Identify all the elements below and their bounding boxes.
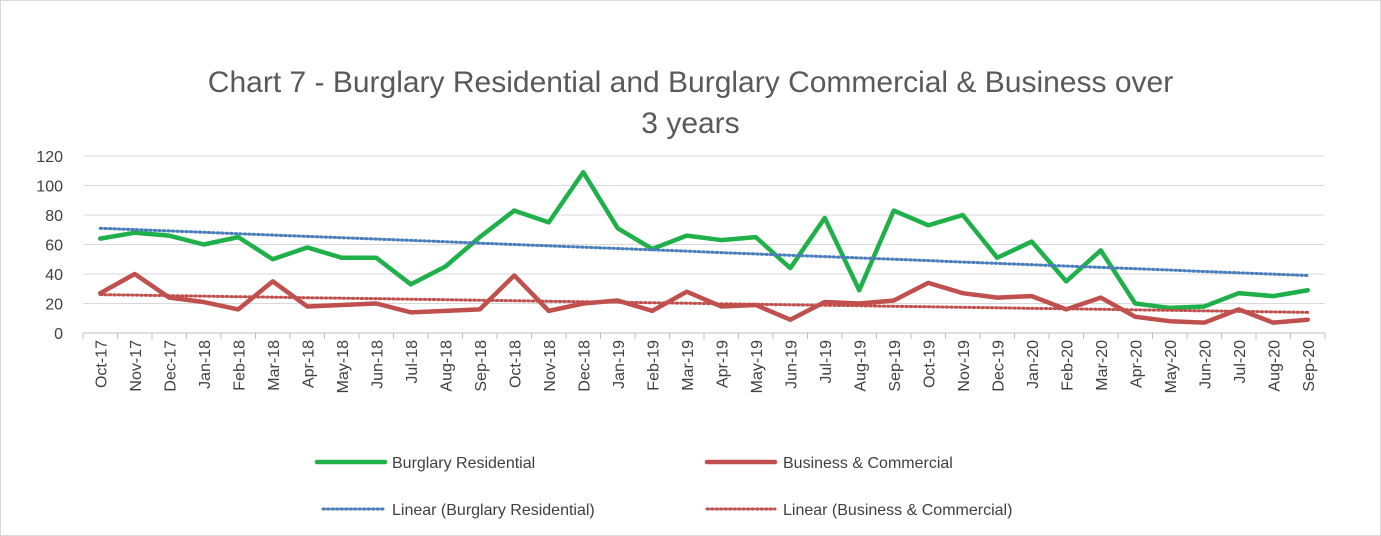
x-tick-label: Nov-19 [956,340,973,392]
x-tick-label: Jul-20 [1232,340,1249,384]
trend-line [98,293,1310,314]
x-tick-label: Oct-17 [93,340,110,388]
series-line [98,169,1310,311]
x-tick-label: Nov-17 [128,340,145,392]
x-tick-label: Mar-20 [1094,340,1111,391]
legend-label: Linear (Business & Commercial) [783,502,1012,519]
x-tick-label: Sep-18 [473,340,490,392]
trend-line [98,226,1310,277]
x-tick-label: May-18 [335,340,352,393]
y-tick-label: 0 [54,326,63,343]
x-tick-label: Dec-19 [990,340,1007,392]
y-tick-label: 100 [36,179,63,196]
x-tick-label: Feb-18 [231,340,248,391]
x-tick-label: Oct-18 [507,340,524,388]
x-tick-label: Jan-19 [611,340,628,389]
x-tick-label: Jul-19 [818,340,835,384]
x-tick-label: Jun-18 [369,340,386,389]
legend-label: Business & Commercial [783,455,953,472]
x-tick-label: Jul-18 [404,340,421,384]
chart-title: Chart 7 - Burglary Residential and Burgl… [207,66,1174,140]
legend-label: Linear (Burglary Residential) [392,502,595,519]
x-tick-label: Jan-18 [197,340,214,389]
x-tick-label: Apr-20 [1128,340,1145,388]
x-tick-label: May-19 [749,340,766,393]
x-tick-label: Apr-19 [714,340,731,388]
legend-label: Burglary Residential [392,455,535,472]
x-tick-label: Aug-19 [852,340,869,392]
x-tick-label: Mar-18 [266,340,283,391]
x-tick-label: Apr-18 [300,340,317,388]
y-tick-label: 80 [45,208,63,225]
x-tick-label: Aug-18 [438,340,455,392]
y-tick-label: 40 [45,267,63,284]
x-tick-label: May-20 [1163,340,1180,393]
x-tick-label: Sep-20 [1301,340,1318,392]
x-tick-label: Feb-20 [1059,340,1076,391]
x-tick-label: Feb-19 [645,340,662,391]
x-tick-label: Dec-17 [162,340,179,392]
x-tick-label: Dec-18 [576,340,593,392]
y-tick-label: 120 [36,149,63,166]
y-tick-label: 20 [45,297,63,314]
x-tick-label: Jun-19 [783,340,800,389]
x-tick-label: Nov-18 [542,340,559,392]
x-tick-label: Aug-20 [1266,340,1283,392]
x-tick-label: Sep-19 [887,340,904,392]
x-tick-label: Jun-20 [1197,340,1214,389]
x-tick-label: Mar-19 [680,340,697,391]
x-tick-label: Oct-19 [921,340,938,388]
series-line [98,271,1310,325]
x-tick-label: Jan-20 [1025,340,1042,389]
y-tick-label: 60 [45,238,63,255]
